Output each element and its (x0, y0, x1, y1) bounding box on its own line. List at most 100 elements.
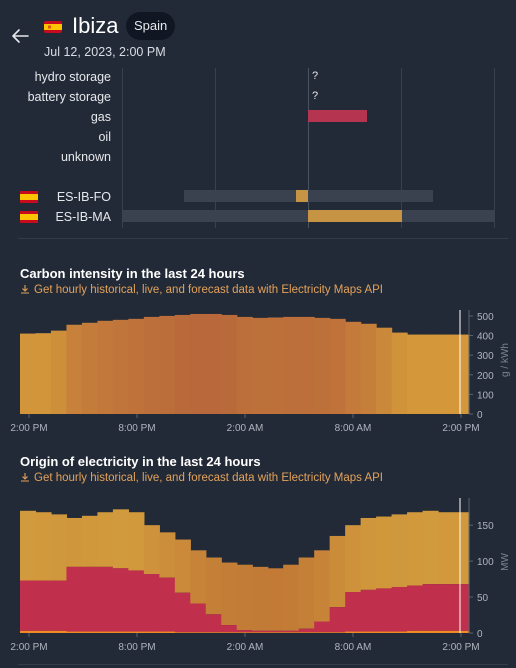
exchange-bar[interactable] (296, 190, 308, 202)
exchange-flag (20, 210, 38, 228)
y-tick-label: 200 (477, 371, 494, 382)
origin-bar-oil (205, 632, 222, 633)
x-tick-label: 8:00 PM (118, 423, 155, 434)
arrow-left-icon (12, 29, 29, 43)
origin-bar-oil (159, 631, 176, 633)
mix-row-label: unknown (60, 150, 111, 164)
origin-bar-other (329, 535, 346, 608)
y-axis-label: g / kWh (500, 343, 511, 377)
origin-bar-other (298, 557, 315, 629)
origin-bar-other (407, 512, 424, 586)
origin-bar-oil (190, 632, 207, 633)
zone-title: Ibiza (72, 13, 119, 38)
origin-bar-gas (422, 584, 439, 631)
origin-bar-oil (97, 631, 114, 633)
origin-bar-gas (81, 566, 99, 632)
origin-bar-other (438, 512, 455, 585)
origin-bar-oil (128, 631, 145, 633)
y-tick-label: 100 (477, 390, 494, 401)
carbon-bar (376, 327, 393, 414)
origin-bar-other (391, 514, 408, 587)
origin-electricity-chart[interactable]: 150 100 50 0 MW 2:00 PM 8:00 PM 2:00 AM 8:00 AM 2… (0, 490, 516, 658)
origin-bar-oil (252, 632, 269, 633)
x-tick-label: 8:00 AM (335, 423, 372, 434)
carbon-bar (50, 330, 68, 414)
origin-bar-other (205, 557, 222, 615)
exchange-label: ES-IB-FO (56, 190, 111, 204)
carbon-chart-title: Carbon intensity in the last 24 hours (20, 266, 245, 281)
origin-bar-other (190, 550, 207, 604)
origin-bar-oil (360, 631, 377, 633)
origin-bar-other (66, 517, 83, 567)
carbon-bar (112, 319, 129, 414)
origin-bar-other (221, 562, 238, 626)
mix-row-value: ? (312, 90, 319, 102)
origin-bar-other (159, 532, 176, 578)
origin-bar-other (20, 510, 37, 581)
origin-bar-oil (453, 630, 470, 633)
country-badge[interactable]: Spain (126, 12, 176, 40)
spain-flag-icon (20, 191, 38, 203)
origin-bar-other (143, 525, 160, 575)
y-axis-label: MW (500, 553, 511, 571)
y-tick-label: 100 (477, 557, 494, 568)
carbon-bar (345, 321, 362, 414)
download-icon (21, 285, 29, 294)
api-link[interactable]: Get hourly historical, live, and forecas… (20, 284, 383, 296)
y-tick-label: 0 (477, 629, 483, 640)
origin-bar-gas (236, 630, 253, 633)
origin-bar-oil (298, 632, 315, 633)
gas-bar[interactable] (308, 110, 367, 122)
carbon-bar (422, 334, 439, 414)
origin-bar-gas (128, 570, 145, 632)
exchange-bar[interactable] (308, 210, 402, 222)
x-tick-label: 2:00 PM (10, 642, 47, 653)
origin-bar-gas (283, 630, 300, 633)
y-tick-label: 0 (477, 410, 483, 421)
carbon-bar (391, 332, 408, 414)
origin-bar-other (128, 512, 145, 571)
mix-row-label: oil (98, 130, 111, 144)
origin-bar-oil (407, 630, 424, 633)
origin-bar-other (174, 539, 191, 593)
carbon-bar (159, 315, 176, 414)
origin-bar-oil (391, 631, 408, 633)
origin-bar-gas (174, 592, 191, 633)
origin-bar-gas (35, 580, 52, 631)
origin-bar-oil (112, 631, 129, 633)
carbon-bar (221, 314, 238, 414)
origin-bar-gas (205, 614, 222, 633)
x-tick-label: 2:00 PM (442, 642, 479, 653)
carbon-bar (283, 316, 300, 414)
origin-bar-gas (376, 588, 393, 632)
origin-bar-other (267, 568, 284, 631)
origin-bar-gas (159, 577, 176, 632)
carbon-bar (314, 317, 331, 414)
origin-bar-oil (221, 632, 238, 633)
origin-bar-gas (221, 625, 238, 633)
carbon-bar (190, 313, 207, 414)
origin-bar-gas (345, 592, 362, 632)
carbon-bar (66, 324, 83, 414)
x-tick-label: 2:00 PM (442, 423, 479, 434)
mix-row-label: battery storage (27, 90, 111, 104)
y-tick-label: 300 (477, 351, 494, 362)
carbon-bar (360, 323, 377, 414)
origin-bar-other (283, 564, 300, 631)
x-tick-label: 8:00 AM (335, 642, 372, 653)
carbon-intensity-chart[interactable]: 500 400 300 200 100 0 g / kWh 2:00 PM 8:00 PM 2:0… (0, 300, 516, 440)
origin-bar-gas (20, 580, 37, 631)
origin-bar-other (97, 512, 114, 567)
spain-flag-icon (44, 21, 62, 33)
api-link-text: Get hourly historical, live, and forecas… (34, 284, 383, 296)
origin-bar-gas (314, 621, 331, 633)
x-tick-label: 8:00 PM (118, 642, 155, 653)
origin-bar-gas (267, 630, 284, 633)
origin-bar-gas (391, 586, 408, 632)
origin-bar-other (50, 514, 68, 581)
back-button[interactable] (10, 27, 30, 45)
carbon-bar (267, 317, 284, 414)
mix-row-label: hydro storage (34, 70, 111, 84)
origin-bar-gas (252, 630, 269, 633)
api-link[interactable]: Get hourly historical, live, and forecas… (20, 472, 383, 484)
